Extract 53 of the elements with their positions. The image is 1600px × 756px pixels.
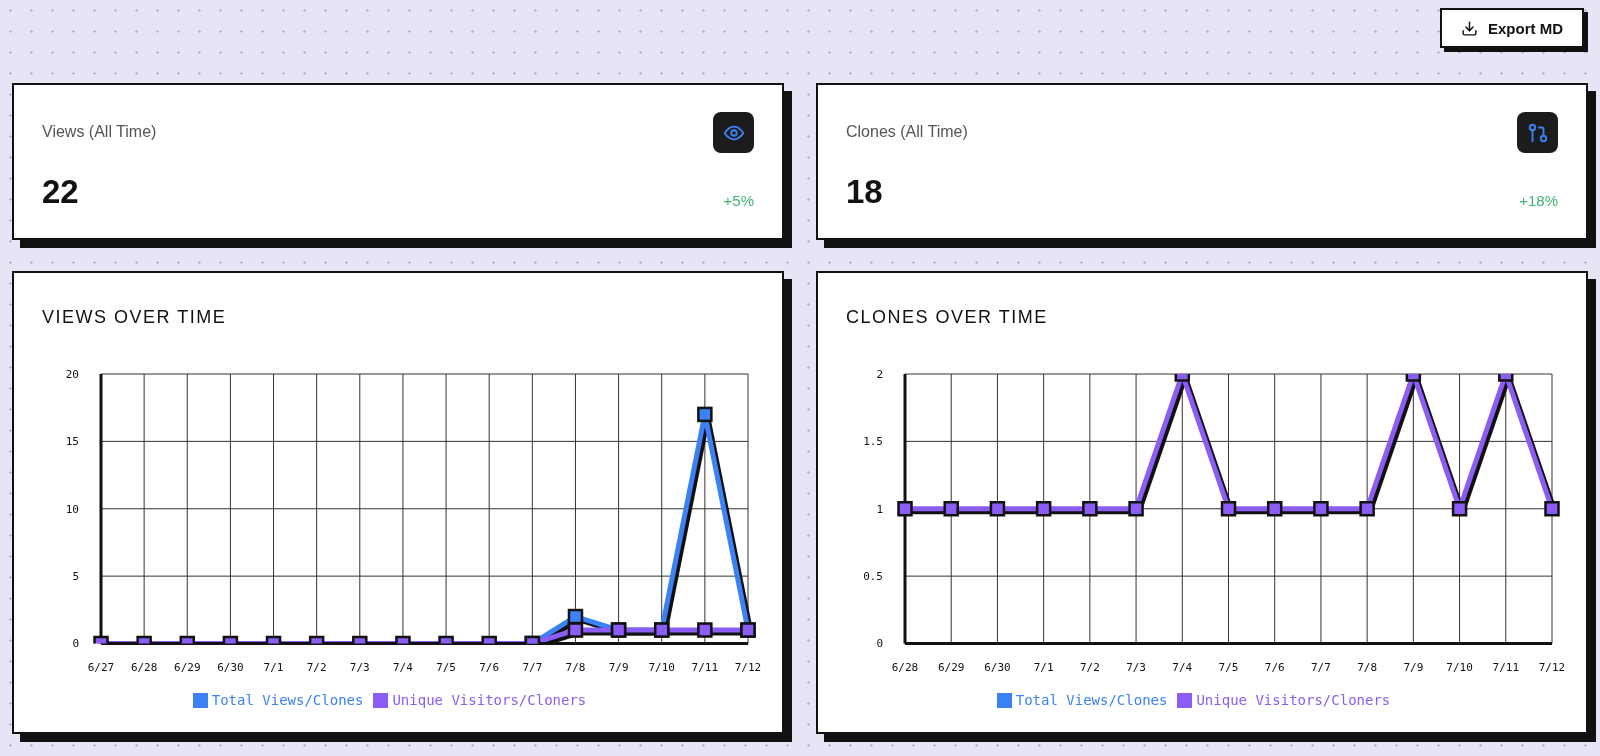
- legend-label: Total Views/Clones: [1015, 691, 1168, 708]
- x-tick-label: 7/1: [1033, 661, 1054, 675]
- x-tick-label: 7/8: [1357, 661, 1378, 675]
- legend-label: Unique Visitors/Cloners: [392, 691, 587, 708]
- x-tick-label: 7/12: [734, 661, 762, 675]
- y-tick-label: 0: [876, 637, 883, 651]
- x-tick-label: 6/30: [217, 661, 244, 675]
- chart-title: CLONES OVER TIME: [846, 307, 1048, 327]
- y-tick-label: 5: [72, 570, 79, 584]
- x-tick-label: 7/4: [393, 661, 414, 675]
- x-tick-label: 7/2: [306, 661, 327, 675]
- x-tick-label: 7/1: [263, 661, 284, 675]
- x-tick-label: 7/10: [1446, 661, 1473, 675]
- x-tick-label: 7/4: [1172, 661, 1193, 675]
- text: 18: [846, 173, 883, 210]
- y-tick-label: 0.5: [863, 570, 883, 584]
- y-tick-label: 1.5: [863, 435, 883, 449]
- x-tick-label: 7/8: [565, 661, 586, 675]
- x-tick-label: 7/11: [1492, 661, 1520, 675]
- text: Clones (All Time): [846, 123, 968, 140]
- x-tick-label: 6/27: [87, 661, 115, 675]
- x-tick-label: 7/5: [436, 661, 456, 675]
- x-tick-label: 6/29: [174, 661, 201, 675]
- x-tick-label: 6/28: [891, 661, 919, 675]
- y-tick-label: 15: [65, 435, 79, 449]
- y-tick-label: 1: [876, 502, 883, 516]
- x-tick-label: 7/9: [1403, 661, 1424, 675]
- legend-label: Total Views/Clones: [211, 691, 364, 708]
- text: 22: [42, 173, 79, 210]
- x-tick-label: 7/3: [1126, 661, 1147, 675]
- y-tick-label: 0: [72, 637, 79, 651]
- y-tick-label: 10: [65, 502, 79, 516]
- chart-title: VIEWS OVER TIME: [42, 307, 227, 327]
- x-tick-label: 6/29: [937, 661, 965, 675]
- x-tick-label: 7/7: [1310, 661, 1331, 675]
- x-tick-label: 7/10: [648, 661, 675, 675]
- x-tick-label: 7/9: [608, 661, 629, 675]
- x-tick-label: 7/6: [1264, 661, 1285, 675]
- x-tick-label: 7/3: [349, 661, 370, 675]
- x-tick-label: 6/30: [984, 661, 1011, 675]
- x-tick-label: 6/28: [130, 661, 158, 675]
- x-tick-label: 7/7: [522, 661, 543, 675]
- x-tick-label: 7/6: [479, 661, 500, 675]
- x-tick-label: 7/2: [1079, 661, 1100, 675]
- y-tick-label: 20: [65, 367, 79, 381]
- y-tick-label: 2: [876, 367, 883, 381]
- x-tick-label: 7/5: [1218, 661, 1239, 675]
- text: Views (All Time): [42, 123, 157, 140]
- x-tick-label: 7/11: [691, 661, 719, 675]
- text: +18%: [1519, 192, 1558, 209]
- text: +5%: [723, 192, 754, 209]
- legend-label: Unique Visitors/Cloners: [1196, 691, 1391, 708]
- x-tick-label: 7/12: [1538, 661, 1566, 675]
